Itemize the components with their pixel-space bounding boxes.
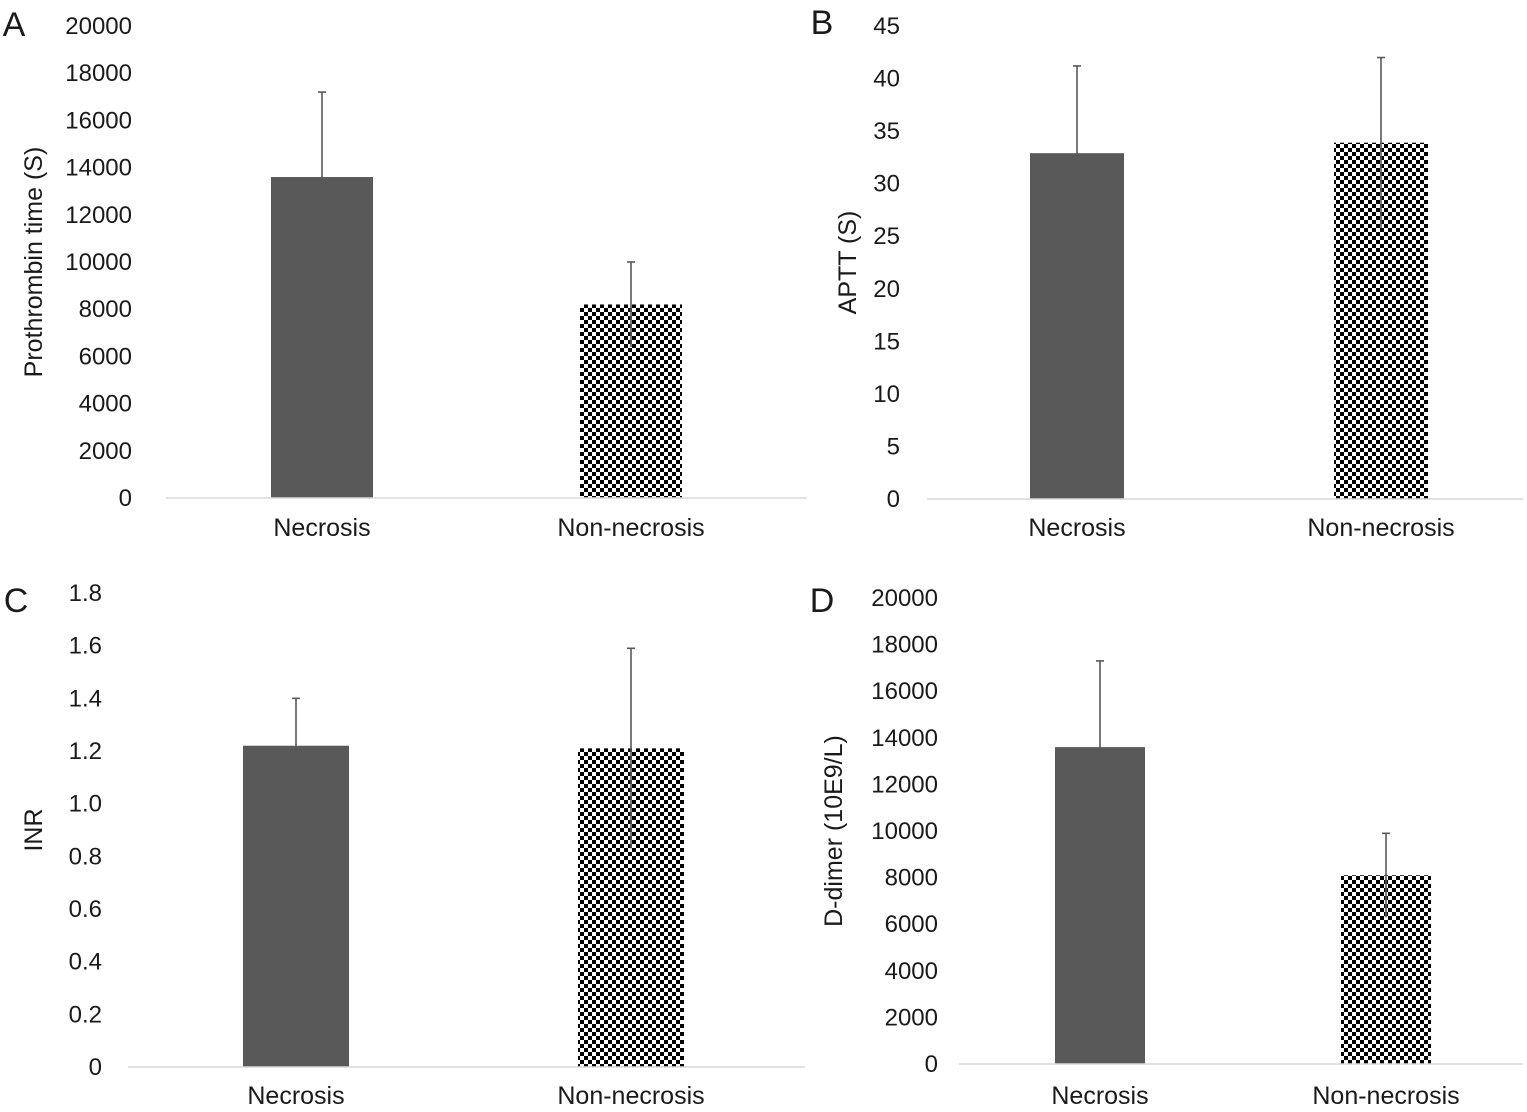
y-tick-label: 0.6 <box>69 896 102 923</box>
y-tick-label: 0.4 <box>69 949 102 976</box>
y-tick-label: 20000 <box>65 13 132 40</box>
panel-label: D <box>810 582 835 620</box>
y-tick-label: 12000 <box>65 202 132 229</box>
x-tick-label: Non-necrosis <box>557 1082 704 1110</box>
x-tick-label: Necrosis <box>247 1082 344 1110</box>
x-tick-label: Necrosis <box>273 514 370 542</box>
y-tick-label: 40 <box>873 66 900 93</box>
y-tick-label: 1.6 <box>69 633 102 660</box>
y-axis-label: INR <box>20 808 48 851</box>
y-tick-label: 0 <box>119 485 132 512</box>
y-tick-label: 0 <box>89 1054 102 1081</box>
y-tick-label: 10 <box>873 381 900 408</box>
y-axis-label: Prothrombin time (S) <box>20 147 48 378</box>
y-tick-label: 25 <box>873 223 900 250</box>
x-tick-label: Non-necrosis <box>1307 514 1454 542</box>
y-tick-label: 10000 <box>871 818 938 845</box>
x-tick-label: Non-necrosis <box>1312 1082 1459 1110</box>
y-tick-label: 18000 <box>65 60 132 87</box>
y-tick-label: 6000 <box>79 343 132 370</box>
y-axis-label: D-dimer (10E9/L) <box>820 735 848 927</box>
y-tick-label: 15 <box>873 328 900 355</box>
y-tick-label: 14000 <box>871 725 938 752</box>
y-tick-label: 0.8 <box>69 843 102 870</box>
y-tick-label: 1.2 <box>69 738 102 765</box>
y-tick-label: 12000 <box>871 771 938 798</box>
bar-necrosis <box>243 745 349 1067</box>
y-tick-label: 1.8 <box>69 580 102 607</box>
panel-label: A <box>3 6 26 44</box>
y-axis-label: APTT (S) <box>834 211 862 315</box>
y-tick-label: 0 <box>887 486 900 513</box>
y-tick-label: 20000 <box>871 585 938 612</box>
y-tick-label: 5 <box>887 433 900 460</box>
y-tick-label: 1.4 <box>69 685 102 712</box>
y-tick-label: 2000 <box>885 1004 938 1031</box>
y-tick-label: 10000 <box>65 249 132 276</box>
panel-label: B <box>811 4 834 42</box>
y-tick-label: 16000 <box>65 107 132 134</box>
y-tick-label: 35 <box>873 118 900 145</box>
y-tick-label: 8000 <box>79 296 132 323</box>
y-tick-label: 4000 <box>79 391 132 418</box>
y-tick-label: 20 <box>873 276 900 303</box>
y-tick-label: 30 <box>873 171 900 198</box>
x-tick-label: Non-necrosis <box>557 514 704 542</box>
y-tick-label: 16000 <box>871 678 938 705</box>
y-tick-label: 45 <box>873 13 900 40</box>
y-tick-label: 2000 <box>79 438 132 465</box>
y-tick-label: 0.2 <box>69 1001 102 1028</box>
y-tick-label: 4000 <box>885 958 938 985</box>
panel-label: C <box>4 582 29 620</box>
y-tick-label: 1.0 <box>69 791 102 818</box>
y-tick-label: 6000 <box>885 911 938 938</box>
y-tick-label: 8000 <box>885 865 938 892</box>
y-tick-label: 0 <box>925 1051 938 1078</box>
y-tick-label: 14000 <box>65 155 132 182</box>
x-tick-label: Necrosis <box>1051 1082 1148 1110</box>
x-tick-label: Necrosis <box>1028 514 1125 542</box>
y-tick-label: 18000 <box>871 632 938 659</box>
